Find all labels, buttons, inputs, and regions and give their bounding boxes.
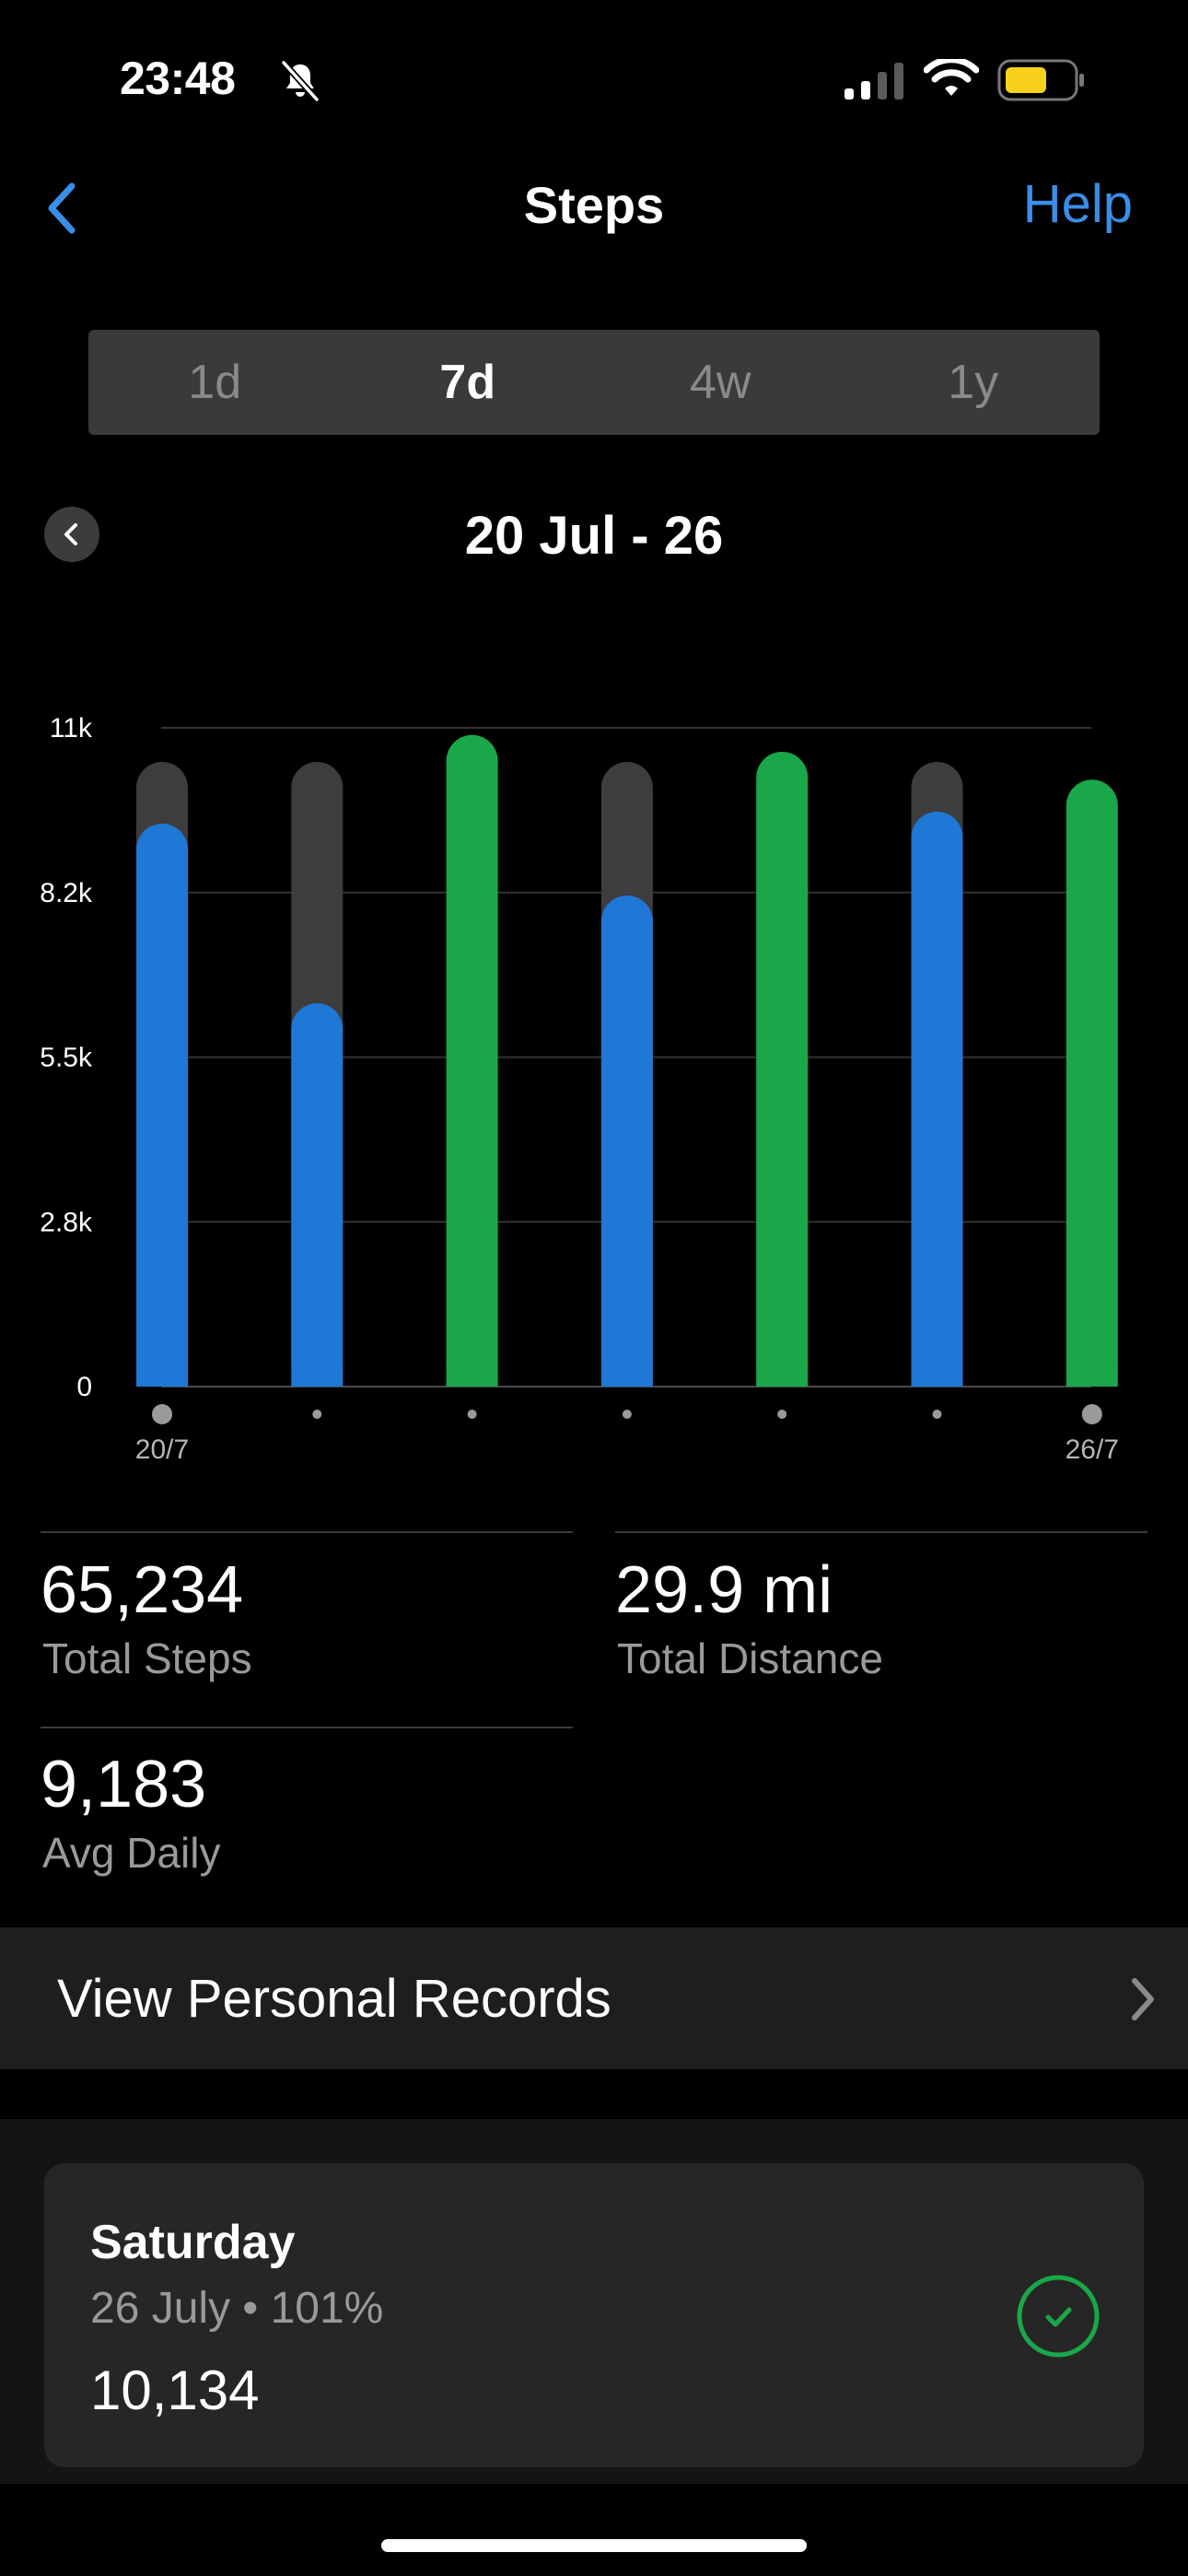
step-bar-base	[911, 1361, 963, 1387]
step-bar	[291, 1003, 344, 1387]
avg-daily-value: 9,183	[41, 1748, 207, 1821]
x-tick-dot	[312, 1410, 322, 1419]
day-card[interactable]: Saturday 26 July • 101% 10,134	[44, 2163, 1144, 2467]
personal-records-label: View Personal Records	[57, 1969, 611, 2029]
help-button[interactable]: Help	[1022, 174, 1133, 234]
step-bar-base	[136, 1361, 188, 1387]
steps-bar-chart: 0 2.8k 5.5k 8.2k 11k 20/7 26/7	[40, 713, 1119, 1465]
segment-7d[interactable]: 7d	[439, 356, 496, 409]
x-tick-label: 26/7	[1066, 1434, 1119, 1465]
step-bar	[136, 824, 188, 1387]
status-time: 23:48	[120, 53, 236, 104]
step-bar-base	[446, 1361, 498, 1387]
y-tick-label: 5.5k	[40, 1043, 93, 1073]
avg-daily-label: Avg Daily	[42, 1829, 221, 1877]
page-title: Steps	[523, 176, 665, 234]
x-tick-dot	[1081, 1404, 1102, 1424]
bell-slash-icon	[281, 60, 320, 102]
wifi-icon	[924, 59, 979, 96]
total-distance-value: 29.9 mi	[615, 1553, 833, 1627]
day-card-steps: 10,134	[90, 2359, 260, 2421]
x-tick-dot	[152, 1404, 172, 1424]
step-bar-base	[1066, 1361, 1118, 1387]
step-bar-base	[756, 1361, 809, 1387]
total-distance-label: Total Distance	[617, 1634, 883, 1682]
x-tick-dot	[932, 1410, 942, 1419]
total-steps-value: 65,234	[41, 1553, 244, 1627]
stats-divider	[41, 1531, 573, 1533]
chevron-left-icon	[64, 523, 77, 545]
y-tick-label: 0	[76, 1372, 92, 1402]
step-bar	[600, 896, 653, 1387]
step-bar	[911, 812, 963, 1387]
y-tick-label: 11k	[50, 713, 93, 744]
stats-divider	[615, 1531, 1147, 1533]
step-bar-base	[291, 1361, 344, 1387]
cellular-signal-icon	[844, 63, 903, 100]
chevron-right-icon	[1132, 1978, 1154, 2020]
step-bar	[1066, 779, 1118, 1387]
y-tick-label: 2.8k	[40, 1207, 93, 1237]
battery-icon	[997, 59, 1084, 101]
y-tick-label: 8.2k	[40, 878, 93, 908]
date-range-label: 20 Jul - 26	[464, 506, 724, 566]
home-indicator[interactable]	[381, 2539, 807, 2552]
segment-4w[interactable]: 4w	[690, 356, 751, 409]
day-card-subtitle: 26 July • 101%	[90, 2284, 384, 2333]
segment-1d[interactable]: 1d	[188, 356, 242, 409]
checkmark-circle-icon	[1017, 2275, 1100, 2358]
x-tick-label: 20/7	[135, 1434, 189, 1465]
stats-divider	[41, 1727, 573, 1728]
step-bar	[756, 752, 809, 1387]
step-bar	[446, 734, 498, 1387]
x-tick-dot	[777, 1410, 787, 1419]
chevron-left-icon[interactable]	[44, 181, 81, 236]
step-bar-base	[600, 1361, 653, 1387]
period-segmented-control[interactable]: 1d 7d 4w 1y	[88, 330, 1100, 435]
x-tick-dot	[622, 1410, 632, 1419]
day-card-title: Saturday	[90, 2216, 296, 2269]
previous-period-button[interactable]	[44, 507, 99, 562]
total-steps-label: Total Steps	[42, 1634, 252, 1682]
segment-1y[interactable]: 1y	[948, 356, 999, 409]
x-tick-dot	[467, 1410, 477, 1419]
personal-records-row[interactable]: View Personal Records	[0, 1927, 1188, 2069]
